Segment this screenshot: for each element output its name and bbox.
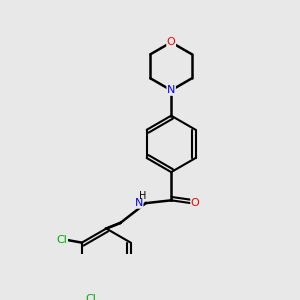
- Text: Cl: Cl: [85, 294, 96, 300]
- Text: O: O: [191, 198, 200, 208]
- Text: N: N: [134, 198, 143, 208]
- Text: H: H: [139, 191, 146, 201]
- Text: N: N: [167, 85, 175, 95]
- Text: O: O: [167, 37, 176, 47]
- Text: Cl: Cl: [57, 235, 68, 245]
